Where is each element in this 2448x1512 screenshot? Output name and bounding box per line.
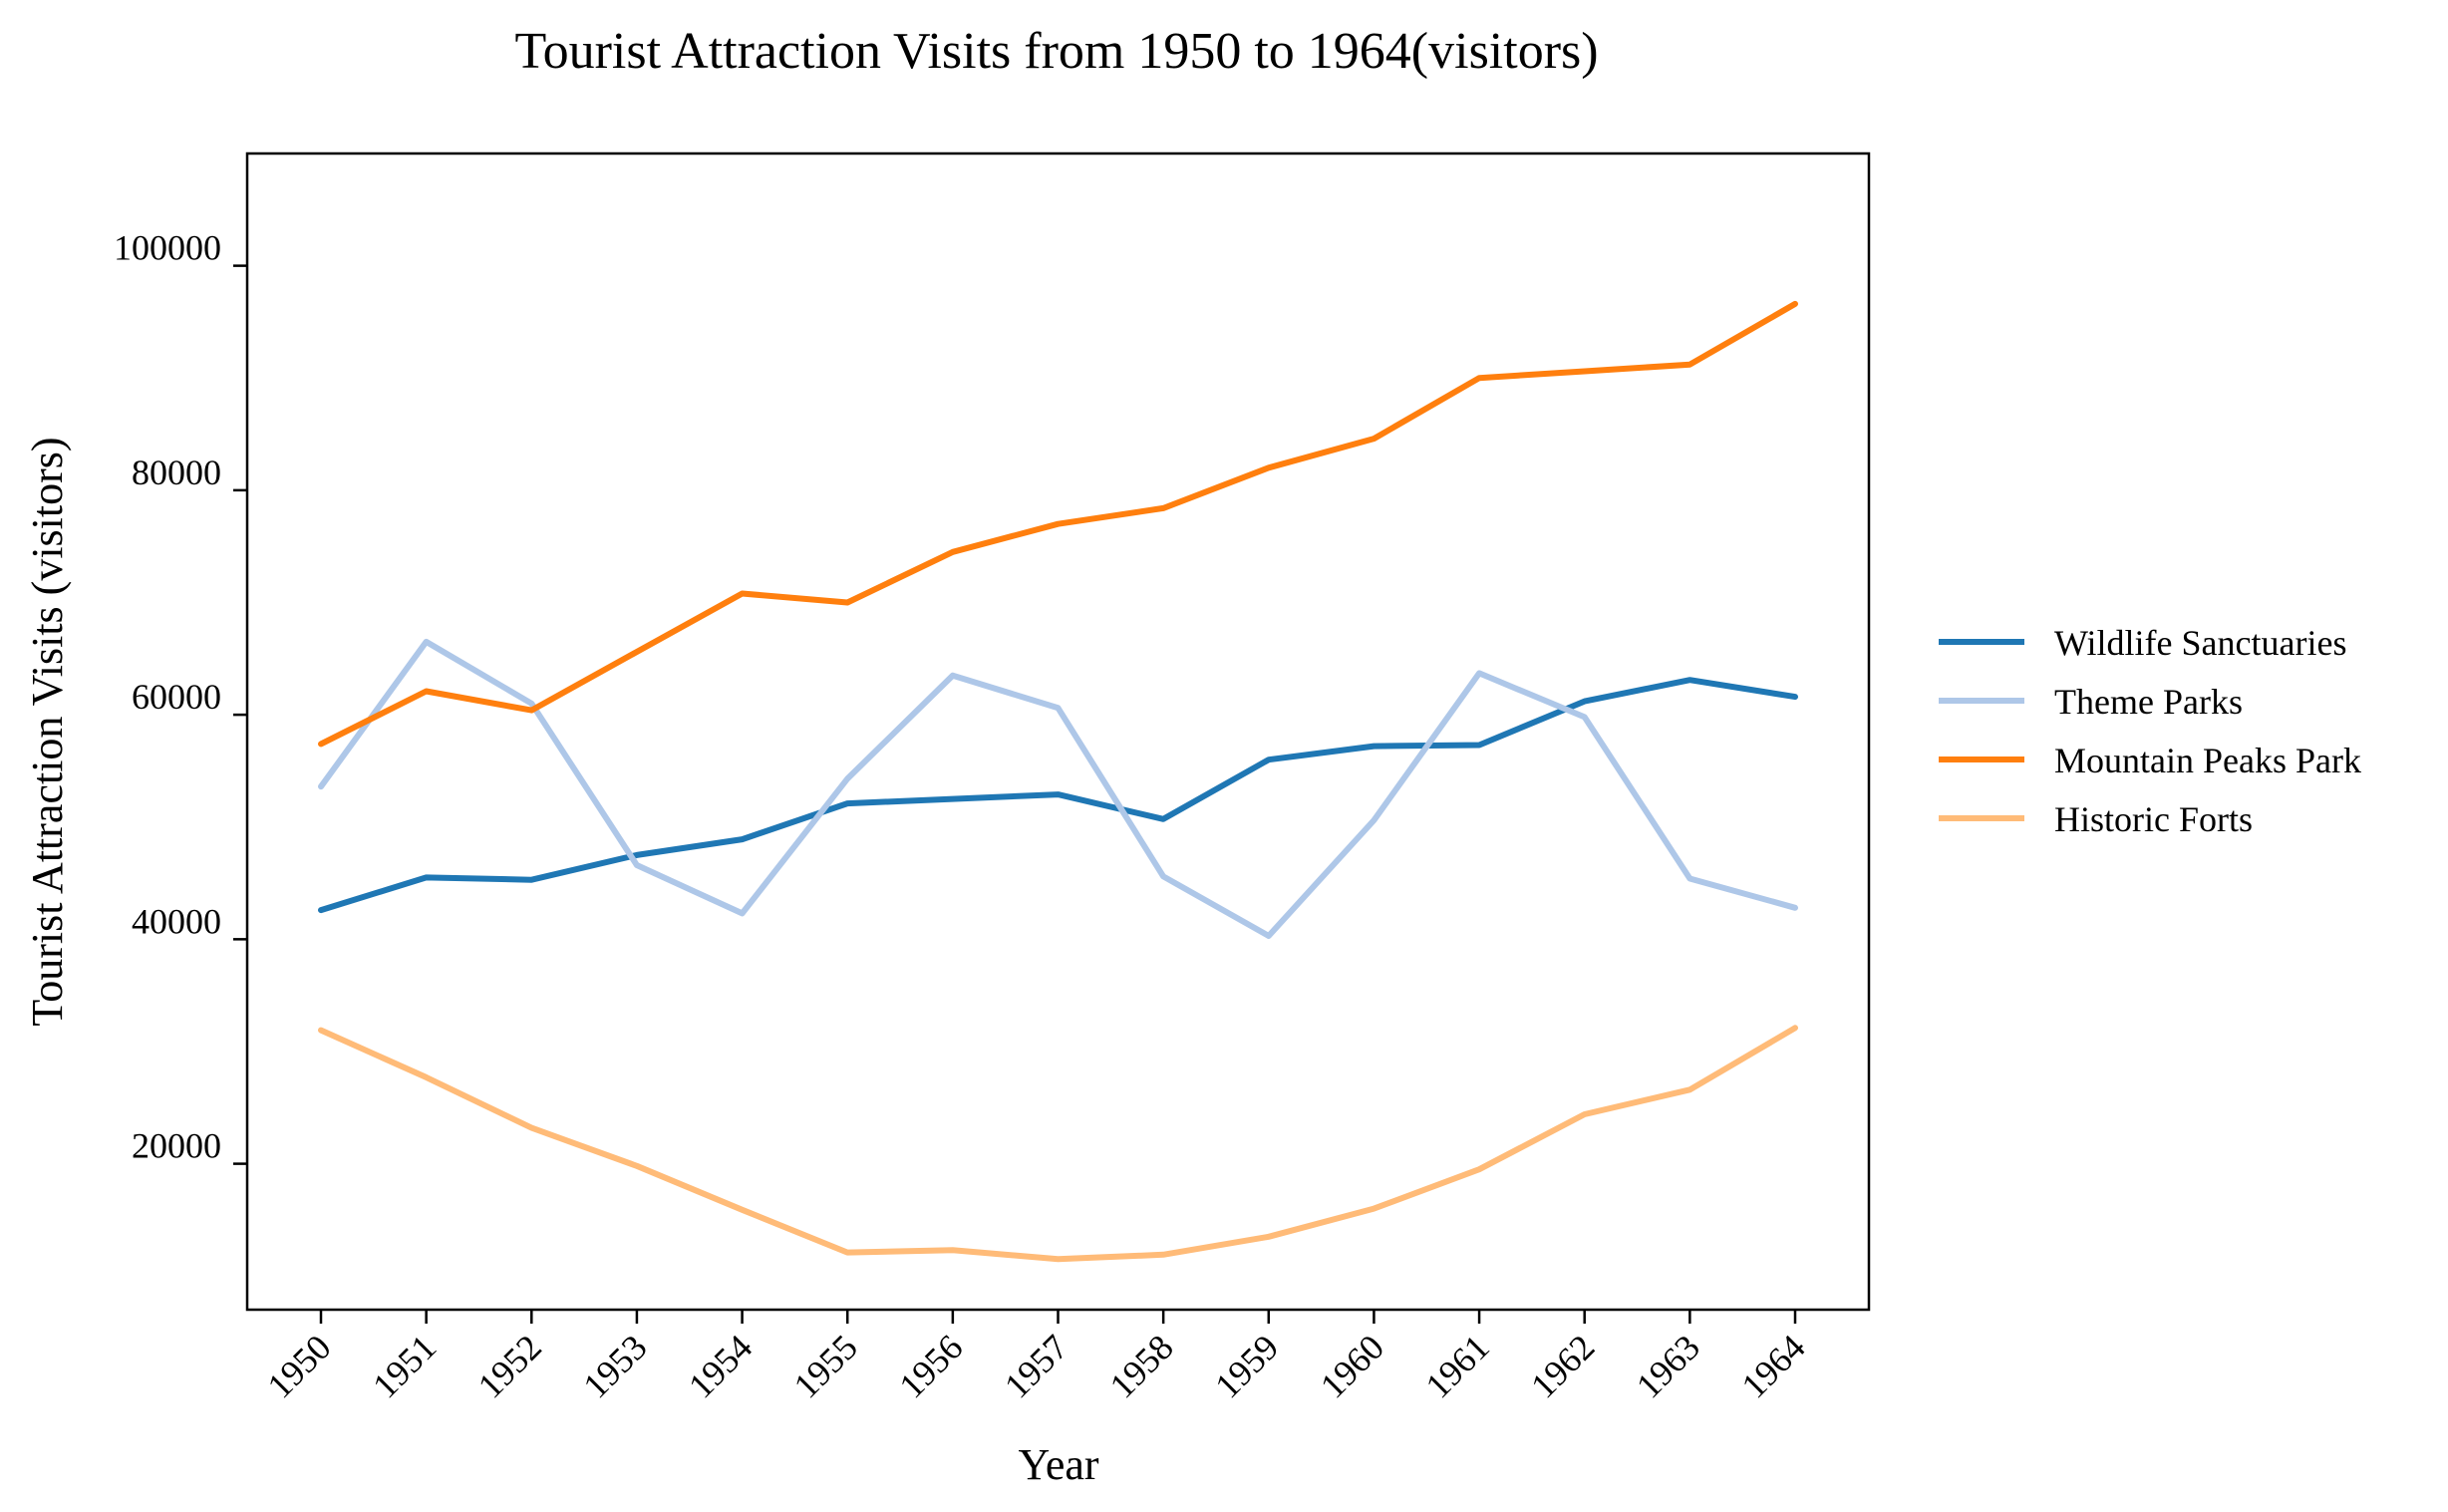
legend-label: Theme Parks (2054, 682, 2243, 722)
series-line-2 (318, 638, 1798, 939)
series-line-3 (318, 300, 1798, 748)
y-tick-label: 20000 (132, 1126, 221, 1166)
x-tick-label: 1963 (1629, 1327, 1707, 1405)
x-tick-label: 1958 (1102, 1327, 1181, 1405)
legend: Wildlife Sanctuaries Theme Parks Mountain … (1939, 623, 2361, 839)
x-axis-label: Year (1018, 1440, 1098, 1489)
x-tick-label: 1952 (470, 1327, 549, 1405)
x-tick-label: 1955 (786, 1327, 865, 1405)
x-tick-label: 1953 (575, 1327, 654, 1405)
series-line-1 (318, 677, 1798, 914)
y-axis-label: Tourist Attraction Visits (visitors) (23, 437, 72, 1026)
x-tick-label: 1951 (365, 1327, 444, 1405)
x-tick-label: 1957 (997, 1327, 1075, 1405)
chart-title: Tourist Attraction Visits from 1950 to 1… (514, 23, 1598, 80)
x-tick-label: 1956 (891, 1327, 970, 1405)
x-tick-label: 1959 (1207, 1327, 1286, 1405)
legend-label: Historic Forts (2054, 799, 2253, 839)
y-tick-label: 60000 (132, 677, 221, 717)
x-tick-label: 1964 (1733, 1327, 1812, 1405)
x-axis: 1950 1951 1952 1953 1954 1955 1956 1957 1958 1959… (259, 1310, 1813, 1406)
x-tick-label: 1954 (681, 1327, 760, 1405)
plot-frame (245, 151, 1871, 1312)
y-tick-label: 40000 (132, 901, 221, 941)
series-line-4 (318, 1025, 1798, 1263)
x-tick-label: 1950 (259, 1327, 338, 1405)
x-tick-label: 1961 (1418, 1327, 1497, 1405)
legend-label: Mountain Peaks Park (2054, 741, 2361, 780)
y-tick-label: 80000 (132, 453, 221, 492)
y-tick-label: 100000 (114, 228, 221, 268)
x-tick-label: 1962 (1523, 1327, 1602, 1405)
y-axis: 20000 40000 60000 80000 100000 (114, 228, 247, 1166)
legend-label: Wildlife Sanctuaries (2054, 623, 2346, 663)
x-tick-label: 1960 (1313, 1327, 1391, 1405)
series-layer (318, 300, 1798, 1263)
